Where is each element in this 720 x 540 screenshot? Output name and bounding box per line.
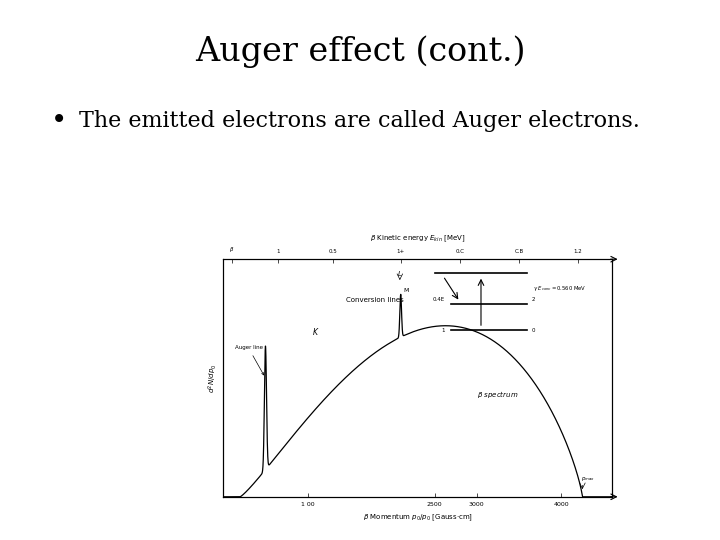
Text: $p_{max}$: $p_{max}$ (581, 475, 595, 483)
Text: Auger line: Auger line (235, 346, 264, 375)
Text: $\gamma$ $E_{conv}=0.560$ MeV: $\gamma$ $E_{conv}=0.560$ MeV (534, 285, 587, 293)
Text: Conversion lines: Conversion lines (346, 297, 404, 303)
X-axis label: $\beta$ Momentum $p_0/p_0$ [Gauss·cm]: $\beta$ Momentum $p_0/p_0$ [Gauss·cm] (362, 512, 473, 523)
Text: The emitted electrons are called Auger electrons.: The emitted electrons are called Auger e… (79, 111, 640, 132)
Text: Auger effect (cont.): Auger effect (cont.) (194, 35, 526, 68)
Text: •: • (50, 108, 67, 135)
Text: L: L (398, 271, 402, 277)
Text: $\beta$ spectrum: $\beta$ spectrum (477, 389, 518, 400)
Text: M: M (404, 288, 409, 293)
Text: 0: 0 (531, 328, 535, 333)
Text: 2: 2 (531, 297, 535, 302)
Y-axis label: $d^2N/dp_0$: $d^2N/dp_0$ (207, 363, 219, 393)
X-axis label: $\beta$ Kinetic energy $E_{kin}$ [MeV]: $\beta$ Kinetic energy $E_{kin}$ [MeV] (370, 233, 465, 244)
Text: 0.4E: 0.4E (433, 297, 445, 302)
Text: $K$: $K$ (312, 326, 320, 338)
Text: 1: 1 (441, 328, 445, 333)
